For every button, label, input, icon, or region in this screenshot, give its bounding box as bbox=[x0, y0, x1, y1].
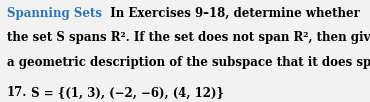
Text: a geometric description of the subspace that it does span.: a geometric description of the subspace … bbox=[7, 56, 370, 69]
Text: 17.: 17. bbox=[7, 86, 27, 99]
Text: 17.: 17. bbox=[7, 86, 27, 99]
Text: S = {(1, 3), (−2, −6), (4, 12)}: S = {(1, 3), (−2, −6), (4, 12)} bbox=[27, 86, 224, 99]
Text: Spanning Sets: Spanning Sets bbox=[7, 7, 102, 20]
Text: In Exercises 9–18, determine whether: In Exercises 9–18, determine whether bbox=[102, 7, 360, 20]
Text: the set S spans R². If the set does not span R², then give: the set S spans R². If the set does not … bbox=[7, 31, 370, 44]
